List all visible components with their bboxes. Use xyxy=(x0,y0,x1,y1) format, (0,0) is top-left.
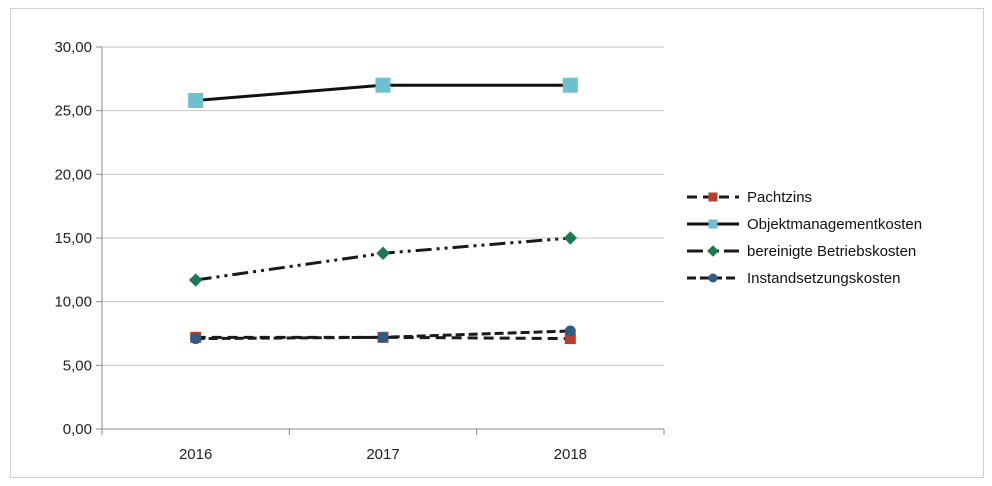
data-point xyxy=(563,231,578,245)
data-point xyxy=(188,92,204,108)
data-point xyxy=(190,333,202,345)
legend-label: Pachtzins xyxy=(747,189,812,206)
y-tick-label: 25,00 xyxy=(54,103,92,120)
legend-marker xyxy=(707,245,719,257)
x-axis-ticks: 2016 2017 2018 xyxy=(101,428,665,463)
data-point xyxy=(562,77,578,93)
y-tick-label: 10,00 xyxy=(54,294,92,311)
legend-label: Objektmanagementkosten xyxy=(747,216,922,233)
series-group xyxy=(188,77,578,345)
data-point xyxy=(188,273,203,287)
x-tick-label: 2018 xyxy=(554,446,587,463)
data-point xyxy=(376,246,390,260)
x-tick-label: 2017 xyxy=(366,446,399,463)
series-line xyxy=(195,335,571,341)
data-point xyxy=(377,331,389,343)
legend-label: Instandsetzungskosten xyxy=(747,270,900,287)
legend-marker xyxy=(708,219,718,229)
y-tick-label: 5,00 xyxy=(63,357,92,374)
chart-frame: 0,00 5,00 10,00 15,00 20,00 25,00 30,00 2016 20… xyxy=(10,8,984,478)
data-point xyxy=(564,325,576,337)
grid-lines xyxy=(102,46,664,430)
y-tick-label: 20,00 xyxy=(54,166,92,183)
y-axis-ticks: 0,00 5,00 10,00 15,00 20,00 25,00 30,00 xyxy=(54,39,103,438)
legend: Pachtzins Objektmanagementkosten bereinigt… xyxy=(687,189,922,287)
legend-marker xyxy=(708,192,718,202)
data-point xyxy=(375,77,391,93)
y-tick-label: 30,00 xyxy=(54,39,92,56)
legend-label: bereinigte Betriebskosten xyxy=(747,243,916,260)
x-tick-label: 2016 xyxy=(179,446,212,463)
legend-marker xyxy=(708,273,718,283)
y-tick-label: 0,00 xyxy=(63,421,92,438)
y-tick-label: 15,00 xyxy=(54,230,92,247)
